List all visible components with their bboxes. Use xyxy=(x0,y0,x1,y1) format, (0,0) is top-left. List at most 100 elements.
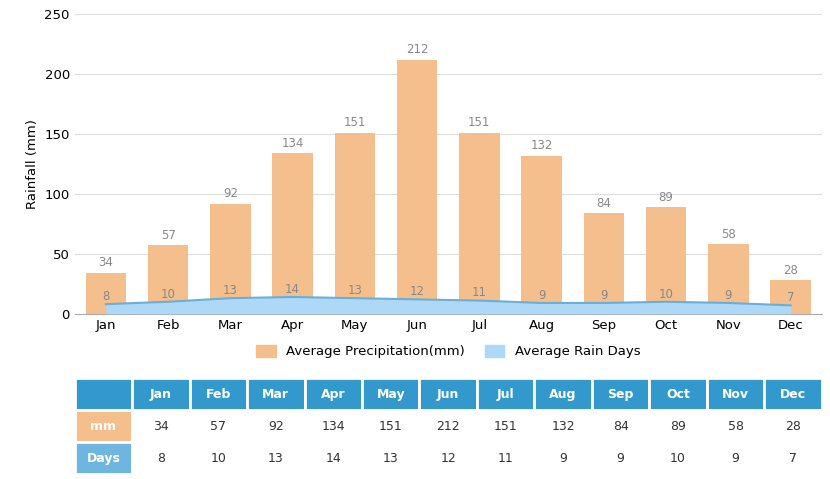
Bar xyxy=(132,442,189,474)
Bar xyxy=(649,411,707,442)
Text: 12: 12 xyxy=(409,285,425,298)
Text: 89: 89 xyxy=(670,420,686,433)
Legend: Average Precipitation(mm), Average Rain Days: Average Precipitation(mm), Average Rain … xyxy=(251,340,646,364)
Text: 10: 10 xyxy=(211,452,227,465)
Bar xyxy=(707,442,764,474)
Text: 8: 8 xyxy=(102,290,110,303)
Bar xyxy=(247,442,305,474)
Text: 134: 134 xyxy=(281,137,304,150)
Text: Sep: Sep xyxy=(608,388,634,401)
Bar xyxy=(132,411,189,442)
Bar xyxy=(521,156,562,314)
Bar xyxy=(764,442,822,474)
Text: 9: 9 xyxy=(559,452,567,465)
Bar xyxy=(583,213,624,314)
Text: Feb: Feb xyxy=(206,388,231,401)
Text: Nov: Nov xyxy=(722,388,749,401)
Text: 84: 84 xyxy=(613,420,628,433)
Text: Aug: Aug xyxy=(549,388,577,401)
Text: 9: 9 xyxy=(600,289,608,302)
Text: 132: 132 xyxy=(530,139,553,152)
Bar xyxy=(85,273,126,314)
Text: Jan: Jan xyxy=(150,388,172,401)
Text: 132: 132 xyxy=(551,420,575,433)
Bar xyxy=(75,442,132,474)
Bar xyxy=(649,378,707,411)
Bar xyxy=(535,378,592,411)
Bar xyxy=(75,411,132,442)
Bar xyxy=(148,246,188,314)
Text: 34: 34 xyxy=(99,256,113,269)
Bar xyxy=(419,378,477,411)
Text: 13: 13 xyxy=(383,452,398,465)
Text: 12: 12 xyxy=(441,452,456,465)
Text: 92: 92 xyxy=(222,187,238,200)
Text: 9: 9 xyxy=(725,289,732,302)
Bar xyxy=(334,133,375,314)
Bar xyxy=(592,411,649,442)
Text: 57: 57 xyxy=(161,229,175,242)
Bar xyxy=(477,378,535,411)
Text: 10: 10 xyxy=(161,287,175,301)
Bar xyxy=(189,442,247,474)
Text: 28: 28 xyxy=(785,420,801,433)
Text: mm: mm xyxy=(90,420,116,433)
Text: Days: Days xyxy=(86,452,120,465)
Bar xyxy=(247,378,305,411)
Bar xyxy=(305,411,362,442)
Bar xyxy=(535,411,592,442)
Text: Dec: Dec xyxy=(780,388,806,401)
Bar xyxy=(362,411,419,442)
Text: 7: 7 xyxy=(787,291,794,304)
Text: 13: 13 xyxy=(348,284,362,297)
Bar xyxy=(305,378,362,411)
Bar xyxy=(305,442,362,474)
Bar xyxy=(247,411,305,442)
Text: 58: 58 xyxy=(721,228,735,241)
Text: 151: 151 xyxy=(494,420,518,433)
Bar xyxy=(708,244,749,314)
Text: 212: 212 xyxy=(437,420,460,433)
Text: 28: 28 xyxy=(784,263,798,277)
Text: 84: 84 xyxy=(597,196,611,210)
Bar xyxy=(362,378,419,411)
Text: 58: 58 xyxy=(728,420,744,433)
Bar xyxy=(592,378,649,411)
Bar xyxy=(646,207,686,314)
Text: 14: 14 xyxy=(285,283,300,296)
Bar xyxy=(419,411,477,442)
Text: 212: 212 xyxy=(406,43,428,57)
Bar xyxy=(592,442,649,474)
Text: 151: 151 xyxy=(468,116,491,129)
Bar xyxy=(362,442,419,474)
Text: 151: 151 xyxy=(344,116,366,129)
Bar xyxy=(764,411,822,442)
Bar xyxy=(397,60,437,314)
Text: 134: 134 xyxy=(321,420,345,433)
Bar xyxy=(649,442,707,474)
Text: 9: 9 xyxy=(731,452,740,465)
Text: Jul: Jul xyxy=(497,388,515,401)
Text: 8: 8 xyxy=(157,452,165,465)
Text: 34: 34 xyxy=(153,420,168,433)
Text: Apr: Apr xyxy=(321,388,345,401)
Bar xyxy=(75,378,132,411)
Text: 89: 89 xyxy=(659,191,673,204)
Bar xyxy=(707,378,764,411)
Bar xyxy=(477,442,535,474)
Text: 9: 9 xyxy=(617,452,624,465)
Text: 10: 10 xyxy=(670,452,686,465)
Bar xyxy=(764,378,822,411)
Text: Jun: Jun xyxy=(437,388,459,401)
Bar xyxy=(707,411,764,442)
Text: 57: 57 xyxy=(210,420,227,433)
Text: 13: 13 xyxy=(223,284,237,297)
Bar xyxy=(459,133,500,314)
Text: Oct: Oct xyxy=(666,388,690,401)
Text: 92: 92 xyxy=(268,420,284,433)
Text: 11: 11 xyxy=(498,452,514,465)
Bar xyxy=(189,411,247,442)
Bar xyxy=(535,442,592,474)
Text: 151: 151 xyxy=(378,420,403,433)
Text: Mar: Mar xyxy=(262,388,290,401)
